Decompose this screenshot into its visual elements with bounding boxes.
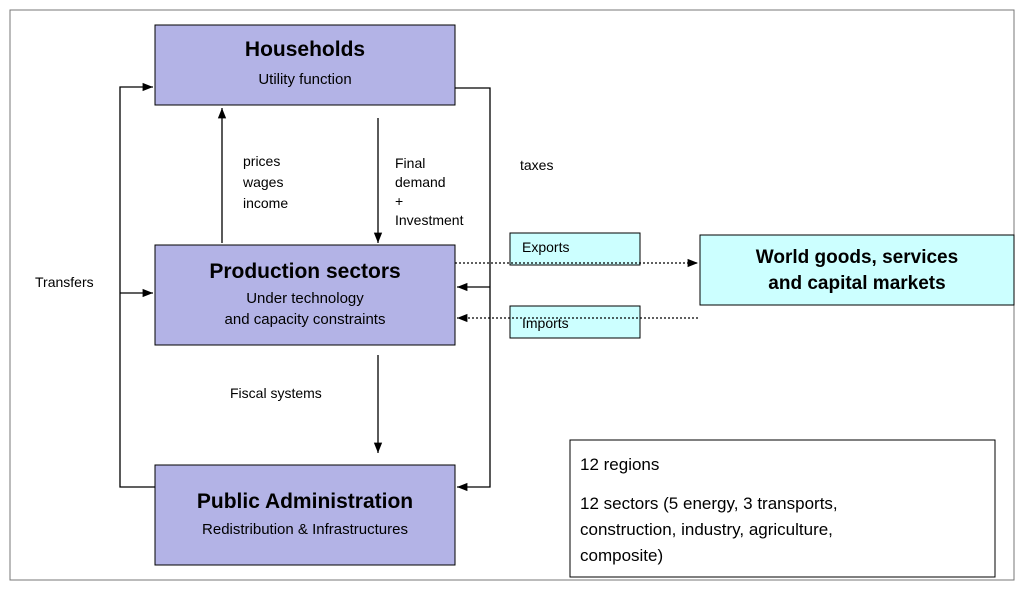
info-text: composite) [580,546,663,565]
edge-label: Transfers [35,274,94,290]
edge-label: + [395,193,403,209]
edge-label: Exports [522,239,569,255]
node-title: Households [245,38,365,61]
node-subtitle: Redistribution & Infrastructures [202,521,408,538]
info-box [569,439,996,578]
edge-label: Fiscal systems [230,385,322,401]
info-text: 12 sectors (5 energy, 3 transports, [580,494,838,513]
node-title: Public Administration [197,490,413,513]
edge-label: Investment [395,212,464,228]
world-box [699,234,1015,306]
info-text: 12 regions [580,455,659,474]
arrow [119,82,155,488]
node-title: World goods, services [756,247,958,268]
edge-label: Imports [522,315,569,331]
edge-label: income [243,195,288,211]
edge-label: taxes [520,157,553,173]
imports-box [509,305,641,339]
info-text: construction, industry, agriculture, [580,520,833,539]
edge-label: Final [395,155,425,171]
public-box [154,464,456,566]
node-subtitle: Under technology [246,290,364,307]
exports-box [509,232,641,266]
edge-label: wages [242,174,283,190]
edge-label: prices [243,153,280,169]
node-subtitle: and capacity constraints [225,311,386,328]
node-title: and capital markets [768,273,945,294]
edge-label: demand [395,174,446,190]
node-title: Production sectors [209,260,400,283]
households-box [154,24,456,106]
node-subtitle: Utility function [258,71,351,88]
production-box [154,244,456,346]
